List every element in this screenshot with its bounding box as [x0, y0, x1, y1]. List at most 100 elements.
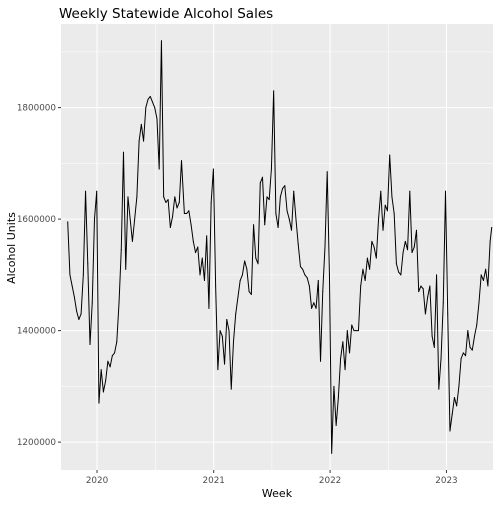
- data-point: [328, 274, 330, 276]
- data-point: [237, 296, 239, 298]
- data-point: [460, 358, 462, 359]
- data-point: [156, 118, 158, 120]
- data-point: [324, 246, 326, 248]
- data-point: [427, 296, 429, 298]
- data-point: [257, 263, 259, 265]
- data-point: [169, 226, 171, 228]
- data-point: [270, 168, 272, 170]
- data-point: [291, 229, 293, 231]
- data-point: [78, 318, 80, 320]
- data-point: [467, 330, 469, 332]
- data-point: [203, 279, 205, 281]
- data-point: [393, 213, 395, 215]
- data-point: [438, 388, 440, 390]
- data-point: [284, 185, 286, 187]
- data-point: [217, 369, 219, 371]
- data-point: [469, 346, 471, 348]
- data-point: [87, 263, 89, 265]
- data-point: [71, 285, 73, 287]
- data-point: [308, 285, 310, 287]
- data-point: [273, 90, 275, 92]
- data-point: [250, 293, 252, 295]
- data-point: [384, 204, 386, 206]
- data-point: [478, 302, 480, 304]
- data-point: [340, 358, 342, 359]
- data-point: [178, 201, 180, 203]
- data-point: [255, 257, 257, 259]
- data-point: [261, 176, 263, 178]
- data-point: [364, 279, 366, 281]
- data-point: [195, 252, 197, 254]
- data-point: [378, 218, 380, 220]
- data-point: [418, 291, 420, 293]
- data-point: [181, 160, 183, 162]
- y-axis-title: Alcohol Units: [5, 212, 18, 284]
- data-point: [447, 313, 449, 315]
- data-point: [371, 240, 373, 242]
- data-point: [331, 452, 333, 454]
- data-point: [407, 249, 409, 251]
- data-point: [369, 268, 371, 270]
- data-point: [373, 246, 375, 248]
- data-point: [69, 274, 71, 276]
- data-point: [453, 397, 455, 399]
- data-point: [210, 201, 212, 203]
- series-layer: [67, 40, 493, 454]
- data-point: [105, 380, 107, 382]
- data-point: [239, 279, 241, 281]
- y-tick-label: 1800000: [17, 104, 57, 114]
- data-point: [93, 218, 95, 220]
- data-point: [197, 246, 199, 248]
- data-point: [480, 274, 482, 276]
- data-point: [442, 302, 444, 304]
- data-point: [212, 168, 214, 170]
- data-point: [357, 330, 359, 332]
- data-point: [206, 235, 208, 237]
- data-point: [458, 385, 460, 387]
- data-point: [149, 95, 151, 97]
- data-point: [116, 341, 118, 343]
- data-point: [398, 271, 400, 273]
- data-point: [176, 207, 178, 209]
- data-point: [465, 355, 467, 357]
- data-point: [386, 210, 388, 212]
- data-point: [436, 274, 438, 276]
- y-tick-label: 1400000: [17, 327, 57, 337]
- data-point: [411, 252, 413, 254]
- data-point: [420, 285, 422, 287]
- x-tick-label: 2023: [435, 476, 457, 486]
- data-point: [253, 224, 255, 226]
- data-point: [311, 307, 313, 309]
- data-point: [320, 360, 322, 362]
- data-point: [351, 324, 353, 326]
- data-point: [188, 210, 190, 212]
- data-point: [67, 221, 69, 223]
- data-point: [335, 424, 337, 426]
- data-point: [431, 335, 433, 337]
- data-point: [268, 199, 270, 201]
- x-tick-label: 2021: [203, 476, 225, 486]
- data-point: [259, 182, 261, 184]
- data-point: [160, 40, 162, 42]
- data-point: [228, 330, 230, 332]
- data-point: [199, 274, 201, 276]
- data-point: [282, 187, 284, 189]
- data-point: [366, 257, 368, 259]
- data-point: [143, 140, 145, 142]
- data-point: [482, 279, 484, 281]
- data-point: [230, 388, 232, 390]
- data-point: [145, 107, 147, 109]
- data-point: [167, 199, 169, 201]
- data-point: [451, 413, 453, 415]
- data-point: [85, 190, 87, 192]
- data-point: [322, 291, 324, 293]
- data-point: [342, 341, 344, 343]
- data-point: [136, 196, 138, 198]
- minor-gridlines-x: [155, 24, 389, 470]
- data-point: [487, 285, 489, 287]
- data-point: [201, 257, 203, 259]
- data-point: [402, 252, 404, 254]
- data-point: [114, 352, 116, 354]
- y-axis: 1200000 1400000 1600000 1800000: [17, 104, 61, 448]
